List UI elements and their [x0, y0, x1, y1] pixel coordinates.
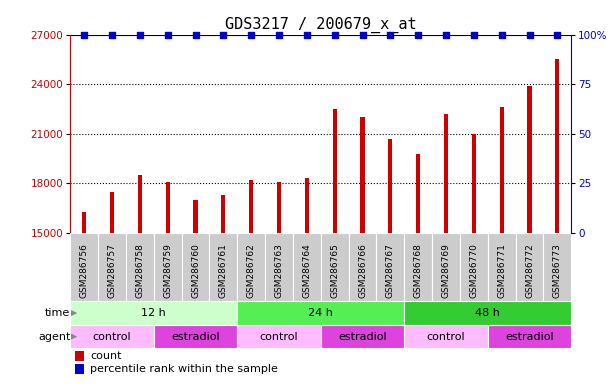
- Text: 48 h: 48 h: [475, 308, 500, 318]
- Point: [302, 31, 312, 38]
- Bar: [98, 233, 126, 301]
- Bar: [237, 233, 265, 301]
- Bar: [70, 233, 98, 301]
- Point: [525, 31, 535, 38]
- Bar: [388, 139, 392, 384]
- Bar: [237, 301, 404, 325]
- Text: GSM286763: GSM286763: [274, 243, 284, 298]
- Point: [79, 31, 89, 38]
- Text: agent: agent: [38, 332, 70, 342]
- Point: [441, 31, 451, 38]
- Text: GSM286756: GSM286756: [79, 243, 89, 298]
- Title: GDS3217 / 200679_x_at: GDS3217 / 200679_x_at: [225, 17, 417, 33]
- Point: [274, 31, 284, 38]
- Bar: [181, 233, 210, 301]
- Text: 24 h: 24 h: [309, 308, 333, 318]
- Text: GSM286761: GSM286761: [219, 243, 228, 298]
- Bar: [332, 109, 337, 384]
- Bar: [82, 212, 86, 384]
- Bar: [265, 233, 293, 301]
- Text: GSM286771: GSM286771: [497, 243, 506, 298]
- Bar: [404, 301, 571, 325]
- Bar: [488, 325, 571, 348]
- Bar: [416, 154, 420, 384]
- Text: GSM286758: GSM286758: [136, 243, 144, 298]
- Bar: [75, 364, 84, 374]
- Bar: [349, 233, 376, 301]
- Point: [469, 31, 479, 38]
- Text: GSM286764: GSM286764: [302, 243, 312, 298]
- Bar: [404, 233, 432, 301]
- Bar: [126, 233, 154, 301]
- Bar: [293, 233, 321, 301]
- Text: GSM286766: GSM286766: [358, 243, 367, 298]
- Bar: [360, 117, 365, 384]
- Bar: [516, 233, 543, 301]
- Text: control: control: [93, 332, 131, 342]
- Text: GSM286768: GSM286768: [414, 243, 423, 298]
- Bar: [444, 114, 448, 384]
- Text: estradiol: estradiol: [505, 332, 554, 342]
- Bar: [194, 200, 197, 384]
- Bar: [249, 180, 254, 384]
- Point: [246, 31, 256, 38]
- Text: GSM286770: GSM286770: [469, 243, 478, 298]
- Bar: [321, 233, 349, 301]
- Bar: [404, 325, 488, 348]
- Text: count: count: [90, 351, 122, 361]
- Bar: [460, 233, 488, 301]
- Text: 12 h: 12 h: [141, 308, 166, 318]
- Bar: [70, 301, 237, 325]
- Point: [135, 31, 145, 38]
- Bar: [166, 182, 170, 384]
- Point: [191, 31, 200, 38]
- Point: [357, 31, 367, 38]
- Text: GSM286773: GSM286773: [553, 243, 562, 298]
- Point: [497, 31, 507, 38]
- Bar: [305, 179, 309, 384]
- Text: GSM286760: GSM286760: [191, 243, 200, 298]
- Point: [107, 31, 117, 38]
- Bar: [527, 86, 532, 384]
- Bar: [488, 233, 516, 301]
- Bar: [210, 233, 237, 301]
- Bar: [154, 325, 237, 348]
- Point: [386, 31, 395, 38]
- Text: GSM286759: GSM286759: [163, 243, 172, 298]
- Bar: [500, 108, 504, 384]
- Text: control: control: [426, 332, 466, 342]
- Bar: [277, 182, 281, 384]
- Bar: [376, 233, 404, 301]
- Bar: [321, 325, 404, 348]
- Text: estradiol: estradiol: [171, 332, 220, 342]
- Bar: [237, 325, 321, 348]
- Point: [330, 31, 340, 38]
- Bar: [70, 325, 154, 348]
- Text: time: time: [45, 308, 70, 318]
- Point: [552, 31, 562, 38]
- Bar: [154, 233, 181, 301]
- Text: GSM286772: GSM286772: [525, 243, 534, 298]
- Bar: [75, 351, 84, 361]
- Bar: [543, 233, 571, 301]
- Bar: [221, 195, 225, 384]
- Bar: [110, 192, 114, 384]
- Point: [163, 31, 172, 38]
- Bar: [555, 60, 560, 384]
- Point: [219, 31, 229, 38]
- Text: GSM286762: GSM286762: [247, 243, 255, 298]
- Text: control: control: [260, 332, 298, 342]
- Text: percentile rank within the sample: percentile rank within the sample: [90, 364, 278, 374]
- Bar: [432, 233, 460, 301]
- Text: GSM286765: GSM286765: [330, 243, 339, 298]
- Bar: [137, 175, 142, 384]
- Text: estradiol: estradiol: [338, 332, 387, 342]
- Text: GSM286757: GSM286757: [108, 243, 117, 298]
- Text: GSM286769: GSM286769: [442, 243, 450, 298]
- Text: GSM286767: GSM286767: [386, 243, 395, 298]
- Bar: [472, 134, 476, 384]
- Point: [413, 31, 423, 38]
